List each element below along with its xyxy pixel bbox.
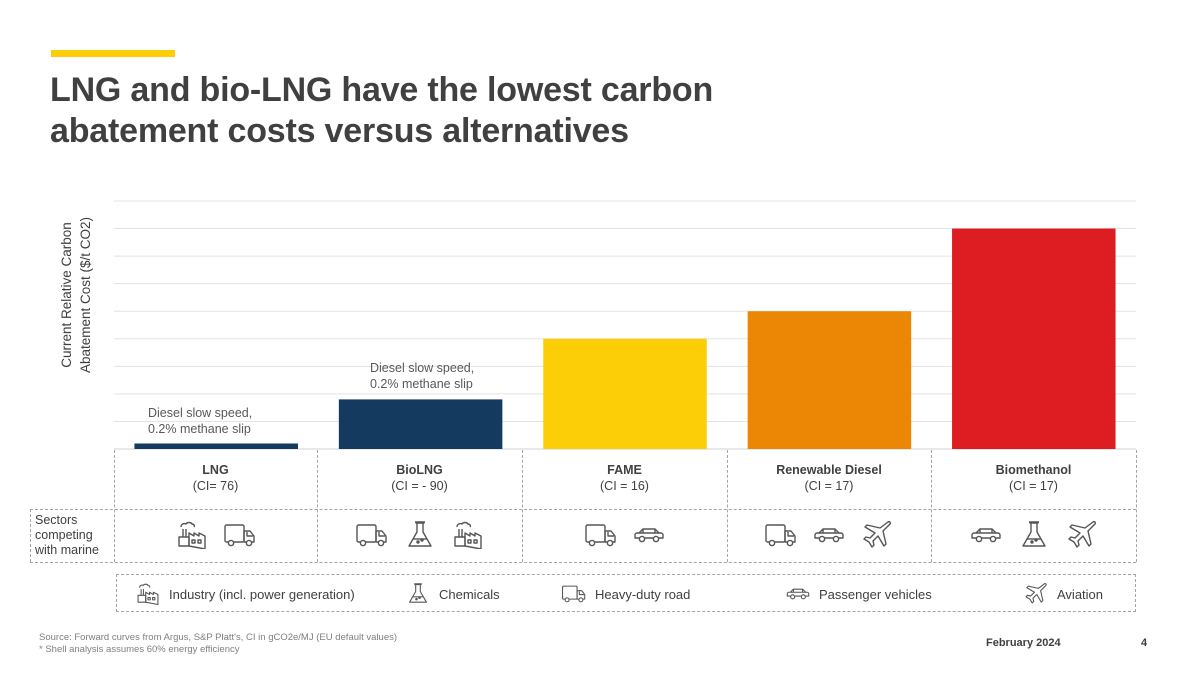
car-icon — [812, 519, 846, 554]
category-name: Biomethanol — [995, 463, 1072, 477]
bar-fame — [543, 338, 707, 449]
category-cell-lng: LNG (CI= 76) — [114, 462, 317, 494]
category-cell-fame: FAME (CI = 16) — [522, 462, 727, 494]
chemicals-icon — [1017, 519, 1051, 554]
table-divider-col-2 — [522, 450, 523, 562]
truck-icon — [561, 581, 587, 608]
category-ci: (CI = 17) — [804, 479, 854, 493]
category-ci: (CI= 76) — [192, 479, 239, 493]
annotation-biolng: Diesel slow speed, 0.2% methane slip — [370, 360, 474, 392]
annotation-lng: Diesel slow speed, 0.2% methane slip — [148, 405, 252, 437]
sector-icons-biolng — [317, 519, 522, 553]
car-icon — [785, 581, 811, 608]
sector-icons-fame — [522, 519, 727, 553]
bar-lng — [134, 443, 298, 449]
industry-icon — [451, 519, 485, 554]
industry-icon — [135, 581, 161, 608]
chemicals-icon — [403, 519, 437, 554]
legend-label: Heavy-duty road — [595, 586, 691, 602]
legend-item-aviation: Aviation — [1023, 581, 1103, 607]
source-line-1: Source: Forward curves from Argus, S&P P… — [39, 632, 398, 643]
car-icon — [632, 519, 666, 554]
category-cell-biomethanol: Biomethanol (CI = 17) — [931, 462, 1136, 494]
sectors-label-line-1: Sectors — [35, 513, 78, 527]
legend-item-heavy-duty-road: Heavy-duty road — [561, 581, 690, 607]
plane-icon — [1065, 519, 1099, 554]
annotation-lng-line-1: Diesel slow speed, — [148, 406, 253, 420]
legend-item-chemicals: Chemicals — [405, 581, 500, 607]
sectors-label-line-3: with marine — [35, 543, 99, 557]
plane-icon — [860, 519, 894, 554]
source-note: Source: Forward curves from Argus, S&P P… — [39, 632, 397, 656]
category-name: FAME — [607, 463, 642, 477]
table-divider-bottom — [30, 562, 1136, 563]
table-divider-left-label — [30, 509, 31, 562]
page-title: LNG and bio-LNG have the lowest carbon a… — [50, 70, 950, 152]
sector-icons-biomethanol — [931, 519, 1136, 553]
page-number: 4 — [1141, 637, 1148, 649]
legend-label: Chemicals — [439, 586, 500, 602]
legend-item-industry: Industry (incl. power generation) — [135, 581, 355, 607]
legend: Industry (incl. power generation) Chemic… — [116, 574, 1136, 612]
category-name: Renewable Diesel — [776, 463, 882, 477]
table-divider-col-4 — [931, 450, 932, 562]
table-divider-col-5 — [1136, 450, 1137, 562]
truck-icon — [764, 519, 798, 554]
chemicals-icon — [405, 581, 431, 608]
slide-date: February 2024 — [986, 637, 1061, 649]
bar-renewable-diesel — [747, 311, 912, 449]
title-line-2: abatement costs versus alternatives — [50, 112, 629, 150]
source-line-2: * Shell analysis assumes 60% energy effi… — [39, 644, 240, 655]
legend-label: Industry (incl. power generation) — [169, 586, 355, 602]
title-line-1: LNG and bio-LNG have the lowest carbon — [50, 71, 714, 109]
bar-biomethanol — [952, 228, 1116, 449]
accent-bar — [51, 50, 175, 57]
car-icon — [969, 519, 1003, 554]
table-divider-col-1 — [317, 450, 318, 562]
plane-icon — [1023, 581, 1049, 608]
legend-label: Passenger vehicles — [819, 586, 932, 602]
table-divider-col-0 — [114, 450, 115, 562]
table-divider-col-3 — [727, 450, 728, 562]
category-ci: (CI = - 90) — [391, 479, 448, 493]
category-ci: (CI = 17) — [1009, 479, 1058, 493]
truck-icon — [223, 519, 257, 554]
legend-item-passenger-vehicles: Passenger vehicles — [785, 581, 932, 607]
category-cell-biolng: BioLNG (CI = - 90) — [317, 462, 522, 494]
truck-icon — [355, 519, 389, 554]
category-name: BioLNG — [396, 463, 443, 477]
category-name: LNG — [202, 463, 229, 477]
annotation-biolng-line-2: 0.2% methane slip — [370, 377, 473, 391]
sector-icons-lng — [114, 519, 317, 553]
industry-icon — [175, 519, 209, 554]
bar-biolng — [338, 399, 503, 449]
table-divider-middle — [30, 509, 1136, 510]
annotation-biolng-line-1: Diesel slow speed, — [370, 361, 475, 375]
truck-icon — [584, 519, 618, 554]
legend-label: Aviation — [1057, 586, 1104, 602]
sector-icons-renewable-diesel — [727, 519, 931, 553]
annotation-lng-line-2: 0.2% methane slip — [148, 422, 251, 436]
category-cell-renewable-diesel: Renewable Diesel (CI = 17) — [727, 462, 931, 494]
sectors-row-label: Sectors competing with marine — [35, 513, 99, 558]
sectors-label-line-2: competing — [35, 528, 93, 542]
category-ci: (CI = 16) — [600, 479, 649, 493]
